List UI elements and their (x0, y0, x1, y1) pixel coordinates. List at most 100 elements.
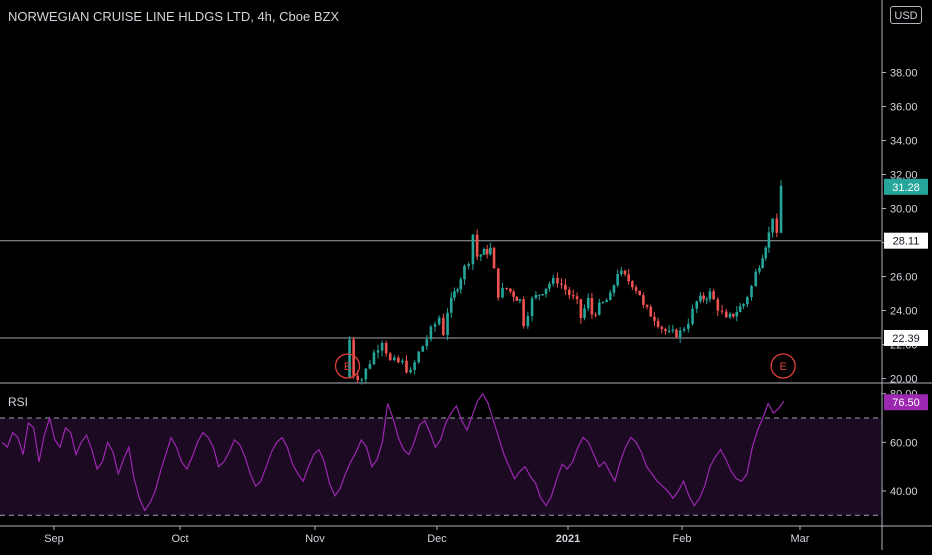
candle-body-57 (567, 289, 571, 296)
earnings-marker-label-1: E (779, 361, 786, 373)
candle-body-3 (360, 379, 364, 381)
candle-10 (388, 351, 392, 362)
candle-body-83 (664, 329, 667, 332)
candle-34 (482, 247, 486, 255)
candle-39 (501, 282, 504, 299)
candle-body-99 (724, 311, 728, 318)
candle-body-16 (413, 362, 416, 370)
candle-47 (530, 296, 534, 322)
candle-103 (738, 302, 742, 313)
x-tick-label-1: Oct (171, 533, 188, 545)
candle-body-24 (446, 312, 449, 336)
candle-38 (496, 268, 500, 301)
horizontal-line-label-bg-1 (884, 329, 928, 346)
candle-body-32 (475, 234, 479, 257)
rsi-value-label-bg (884, 394, 928, 411)
candle-body-73 (627, 274, 630, 282)
candle-body-87 (678, 330, 682, 338)
currency-button[interactable]: USD (890, 6, 922, 24)
candle-body-96 (712, 291, 715, 300)
candle-body-64 (594, 314, 597, 316)
candle-body-71 (620, 270, 623, 274)
candle-36 (489, 242, 492, 256)
candle-body-81 (656, 320, 660, 327)
candle-55 (560, 278, 563, 289)
candle-body-106 (750, 286, 753, 298)
candle-body-89 (687, 323, 690, 329)
candle-body-68 (608, 292, 612, 301)
candle-79 (649, 304, 653, 317)
candle-body-22 (437, 317, 441, 325)
candle-89 (687, 318, 690, 333)
earnings-marker-1[interactable]: E (770, 353, 796, 379)
candle-19 (425, 335, 429, 351)
candle-body-80 (653, 316, 656, 321)
candle-body-7 (376, 350, 380, 353)
candle-94 (705, 296, 709, 305)
candle-37 (492, 246, 496, 269)
candle-35 (485, 244, 489, 259)
candle-body-65 (597, 302, 601, 315)
candle-body-12 (397, 357, 400, 363)
candle-85 (671, 324, 675, 334)
candle-4 (364, 368, 368, 383)
candle-13 (401, 358, 404, 365)
earnings-marker-circle-0[interactable] (334, 353, 361, 379)
x-tick-label-3: Dec (427, 533, 447, 545)
candle-body-25 (449, 297, 453, 313)
candle-body-84 (667, 330, 671, 332)
candle-body-26 (453, 291, 456, 298)
candle-body-79 (649, 306, 653, 317)
last-price-label-bg (884, 178, 928, 195)
candle-body-46 (526, 316, 530, 327)
candle-body-33 (479, 254, 483, 257)
candle-body-10 (388, 353, 392, 360)
candle-6 (372, 349, 376, 366)
candle-60 (579, 298, 583, 324)
candle-56 (564, 278, 567, 296)
candle-50 (541, 293, 544, 296)
candle-body-1 (352, 339, 355, 376)
candle-88 (682, 326, 686, 333)
candle-68 (608, 289, 612, 301)
candle-107 (754, 268, 758, 287)
candle-54 (556, 272, 559, 288)
candle-30 (467, 262, 470, 270)
candle-body-77 (642, 295, 645, 305)
candle-97 (716, 297, 720, 317)
candle-body-54 (556, 277, 559, 284)
candle-body-19 (425, 339, 429, 347)
x-tick-label-2: Nov (305, 533, 325, 545)
candle-12 (397, 355, 400, 364)
candle-body-61 (583, 308, 586, 318)
candle-26 (453, 287, 456, 301)
candle-body-93 (702, 295, 705, 300)
candle-31 (471, 234, 475, 271)
candle-body-91 (695, 301, 699, 309)
earnings-marker-circle-1[interactable] (770, 353, 796, 379)
y-tick-label-0: 20.00 (890, 374, 918, 386)
earnings-marker-0[interactable]: E (334, 353, 361, 379)
candle-72 (623, 269, 627, 277)
candle-body-40 (505, 287, 509, 289)
candle-104 (742, 303, 745, 309)
candle-body-86 (675, 329, 678, 338)
candle-body-34 (482, 249, 486, 255)
candle-body-60 (579, 299, 583, 318)
candle-body-112 (771, 218, 774, 233)
candle-body-30 (467, 264, 470, 266)
candle-14 (405, 355, 408, 374)
candle-body-108 (758, 268, 761, 272)
candle-body-31 (471, 234, 475, 265)
candle-81 (656, 317, 660, 329)
candle-body-82 (660, 326, 664, 330)
candle-11 (393, 354, 396, 362)
candle-66 (601, 301, 605, 304)
candle-113 (775, 213, 779, 238)
candle-body-55 (560, 283, 563, 285)
candle-body-69 (612, 285, 616, 293)
candle-32 (475, 229, 479, 261)
candle-body-103 (738, 306, 742, 313)
